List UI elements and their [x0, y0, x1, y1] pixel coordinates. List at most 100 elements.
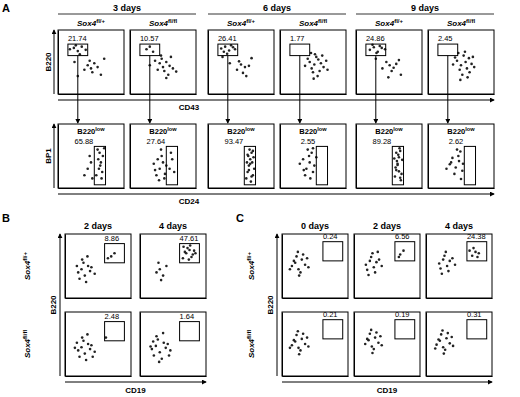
gate: [323, 320, 343, 339]
axis-arrow: [54, 124, 55, 188]
cell-dot: [377, 341, 380, 344]
cell-dot: [304, 263, 307, 266]
y-axis-line: [208, 125, 209, 189]
plot-area: [218, 44, 253, 77]
cell-dot: [74, 347, 77, 350]
plot-frame: [65, 312, 131, 376]
cell-dot: [244, 66, 247, 69]
y-axis: [282, 313, 283, 377]
cell-dot: [80, 45, 83, 48]
genotype-label: Sox4fl/+: [227, 18, 255, 28]
label-main: B220: [375, 127, 393, 136]
cell-dot: [400, 173, 403, 176]
label-main: B220: [447, 127, 465, 136]
cell-dot: [452, 63, 455, 66]
cell-dot: [434, 347, 437, 350]
x-axis: [283, 298, 349, 299]
plot-area: [244, 146, 255, 184]
panel: 27.64B220low: [130, 124, 197, 189]
x-axis-line: [429, 188, 495, 189]
cell-dot: [163, 70, 166, 73]
cell-dot: [110, 255, 113, 258]
cell-dot: [91, 71, 94, 74]
panel-letter: A: [2, 2, 10, 14]
panel: 47.61: [140, 234, 207, 299]
y-axis-line: [428, 125, 429, 189]
y-axis-line: [428, 31, 429, 95]
cell-dot: [393, 157, 396, 160]
x-axis: [429, 94, 495, 95]
cell-dot: [302, 169, 305, 172]
cell-dot: [373, 266, 376, 269]
x-axis: [209, 188, 275, 189]
cell-dot: [89, 270, 92, 273]
cell-dot: [175, 70, 178, 73]
plot-frame: [140, 312, 206, 376]
cell-dot: [451, 157, 454, 160]
y-axis: [354, 235, 355, 299]
cell-dot: [369, 332, 372, 335]
cell-dot: [373, 348, 376, 351]
panel: 10.57: [130, 30, 197, 95]
cell-dot: [442, 346, 445, 349]
gate-percent: 27.64: [147, 137, 166, 146]
cell-dot: [472, 247, 475, 250]
gate: [105, 244, 125, 263]
cell-dot: [313, 63, 316, 66]
cell-dot: [301, 258, 304, 261]
cell-dot: [103, 58, 106, 61]
cell-dot: [87, 265, 90, 268]
cell-dot: [162, 332, 165, 335]
cell-dot: [232, 46, 235, 49]
gate: [68, 44, 88, 56]
cell-dot: [155, 271, 158, 274]
cell-dot: [312, 71, 315, 74]
cell-dot: [375, 261, 378, 264]
cell-dot: [238, 60, 241, 63]
plot-area: [76, 244, 125, 284]
cell-dot: [190, 256, 193, 259]
x-axis-line: [209, 188, 275, 189]
cell-dot: [155, 345, 158, 348]
axis-arrow: [58, 100, 494, 101]
cell-dot: [154, 169, 157, 172]
cell-dot: [82, 262, 85, 265]
plot-frame: [130, 30, 196, 94]
y-axis-line: [58, 31, 59, 95]
cell-dot: [246, 161, 249, 164]
y-axis-line: [426, 235, 427, 299]
cell-dot: [385, 61, 388, 64]
plot-area: [152, 146, 177, 184]
cell-dot: [162, 161, 165, 164]
cell-dot: [77, 50, 80, 53]
gate: [218, 44, 238, 56]
cell-dot: [159, 351, 162, 354]
cell-dot: [367, 274, 370, 277]
y-axis: [356, 31, 357, 95]
cell-dot: [159, 268, 162, 271]
axis-arrow: [54, 30, 55, 94]
plot-frame: [140, 234, 206, 298]
cell-dot: [107, 257, 110, 260]
cell-dot: [309, 177, 312, 180]
cell-dot: [248, 169, 251, 172]
cell-dot: [476, 256, 479, 259]
gate-arrow: [77, 56, 78, 123]
cell-dot: [321, 54, 324, 57]
plot-frame: [356, 30, 422, 94]
cell-dot: [157, 338, 160, 341]
cell-dot: [322, 66, 325, 69]
cell-dot: [81, 258, 84, 261]
cell-dot: [392, 66, 395, 69]
cell-dot: [378, 45, 381, 48]
cell-dot: [224, 45, 227, 48]
cell-dot: [316, 75, 319, 78]
cell-dot: [166, 343, 169, 346]
cell-dot: [297, 268, 300, 271]
cell-dot: [315, 56, 318, 59]
cell-dot: [396, 164, 399, 167]
x-axis: [355, 376, 421, 377]
cell-dot: [99, 164, 102, 167]
label-main: Sox4: [247, 338, 256, 358]
cell-dot: [156, 158, 159, 161]
